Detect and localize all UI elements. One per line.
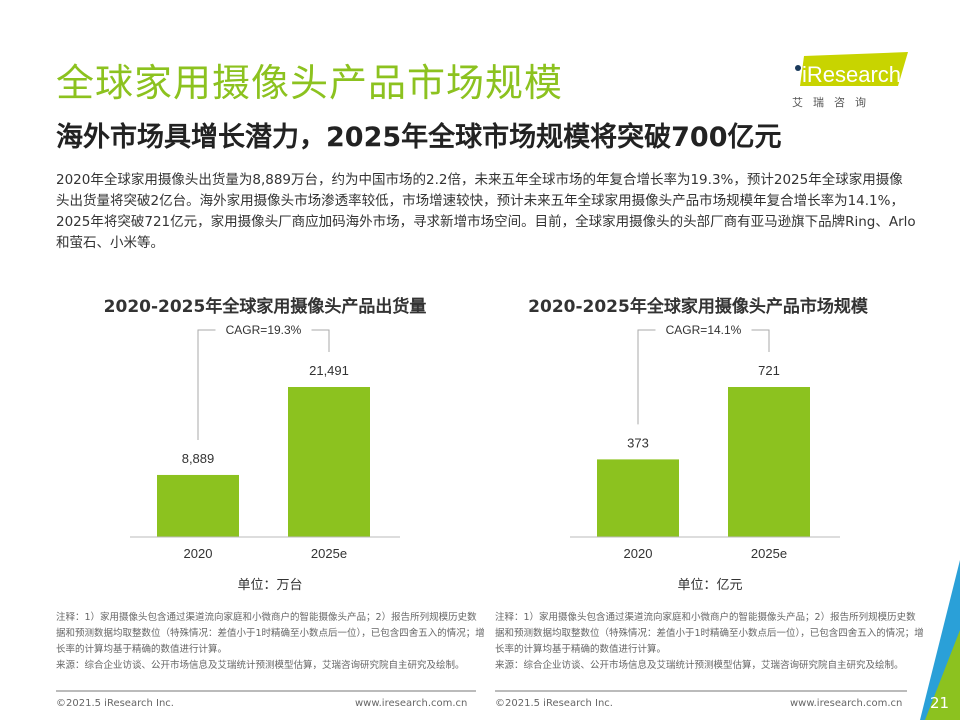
- note-right: 注释：1）家用摄像头包含通过渠道流向家庭和小微商户的智能摄像头产品；2）报告所列…: [495, 610, 925, 674]
- footer-divider: [495, 690, 907, 692]
- cagr-annotation: CAGR=14.1%: [666, 323, 742, 337]
- footer-website: www.iresearch.com.cn: [355, 698, 468, 709]
- svg-text:iResearch: iResearch: [802, 62, 901, 87]
- market-size-chart: 373 2020 721 2025e CAGR=14.1% 单位：亿元: [570, 321, 840, 592]
- shipments-chart: 8,889 2020 21,491 2025e CAGR=19.3% 单位：万台: [130, 321, 400, 592]
- source-text: 来源：综合企业访谈、公开市场信息及艾瑞统计预测模型估算，艾瑞咨询研究院自主研究及…: [495, 660, 904, 671]
- data-label: 373: [627, 435, 649, 450]
- x-tick-label: 2020: [184, 546, 213, 561]
- x-tick-label: 2025e: [751, 546, 787, 561]
- data-label: 721: [758, 363, 780, 378]
- iresearch-logo: iResearch 艾瑞咨询: [790, 52, 910, 112]
- body-paragraph: 2020年全球家用摄像头出货量为8,889万台，约为中国市场的2.2倍，未来五年…: [56, 172, 916, 251]
- bar-2025e: [728, 387, 810, 537]
- footer-copyright: ©2021.5 iResearch Inc.: [56, 698, 174, 709]
- svg-text:艾瑞咨询: 艾瑞咨询: [792, 95, 876, 109]
- data-label: 8,889: [182, 451, 215, 466]
- bar-2020: [597, 459, 679, 537]
- x-tick-label: 2020: [624, 546, 653, 561]
- note-text: 注释：1）家用摄像头包含通过渠道流向家庭和小微商户的智能摄像头产品；2）报告所列…: [56, 612, 485, 655]
- x-tick-label: 2025e: [311, 546, 347, 561]
- bar-2025e: [288, 387, 370, 537]
- page-title: 全球家用摄像头产品市场规模: [56, 61, 564, 105]
- cagr-label-bg: [215, 321, 312, 339]
- note-left: 注释：1）家用摄像头包含通过渠道流向家庭和小微商户的智能摄像头产品；2）报告所列…: [56, 610, 486, 674]
- note-text: 注释：1）家用摄像头包含通过渠道流向家庭和小微商户的智能摄像头产品；2）报告所列…: [495, 612, 924, 655]
- data-label: 21,491: [309, 363, 349, 378]
- footer-divider: [56, 690, 476, 692]
- cagr-label-bg: [655, 321, 752, 339]
- unit-label: 单位：万台: [237, 577, 302, 592]
- source-text: 来源：综合企业访谈、公开市场信息及艾瑞统计预测模型估算，艾瑞咨询研究院自主研究及…: [56, 660, 465, 671]
- chart-title-shipments: 2020-2025年全球家用摄像头产品出货量: [103, 297, 427, 317]
- footer-website: www.iresearch.com.cn: [790, 698, 903, 709]
- unit-label: 单位：亿元: [677, 577, 742, 592]
- page-number: 21: [930, 694, 950, 712]
- corner-decoration: [920, 560, 960, 720]
- page-subtitle: 海外市场具增长潜力，2025年全球市场规模将突破700亿元: [56, 122, 782, 153]
- chart-title-market-size: 2020-2025年全球家用摄像头产品市场规模: [528, 297, 868, 317]
- footer-copyright: ©2021.5 iResearch Inc.: [495, 698, 613, 709]
- cagr-annotation: CAGR=19.3%: [226, 323, 302, 337]
- bar-2020: [157, 474, 239, 537]
